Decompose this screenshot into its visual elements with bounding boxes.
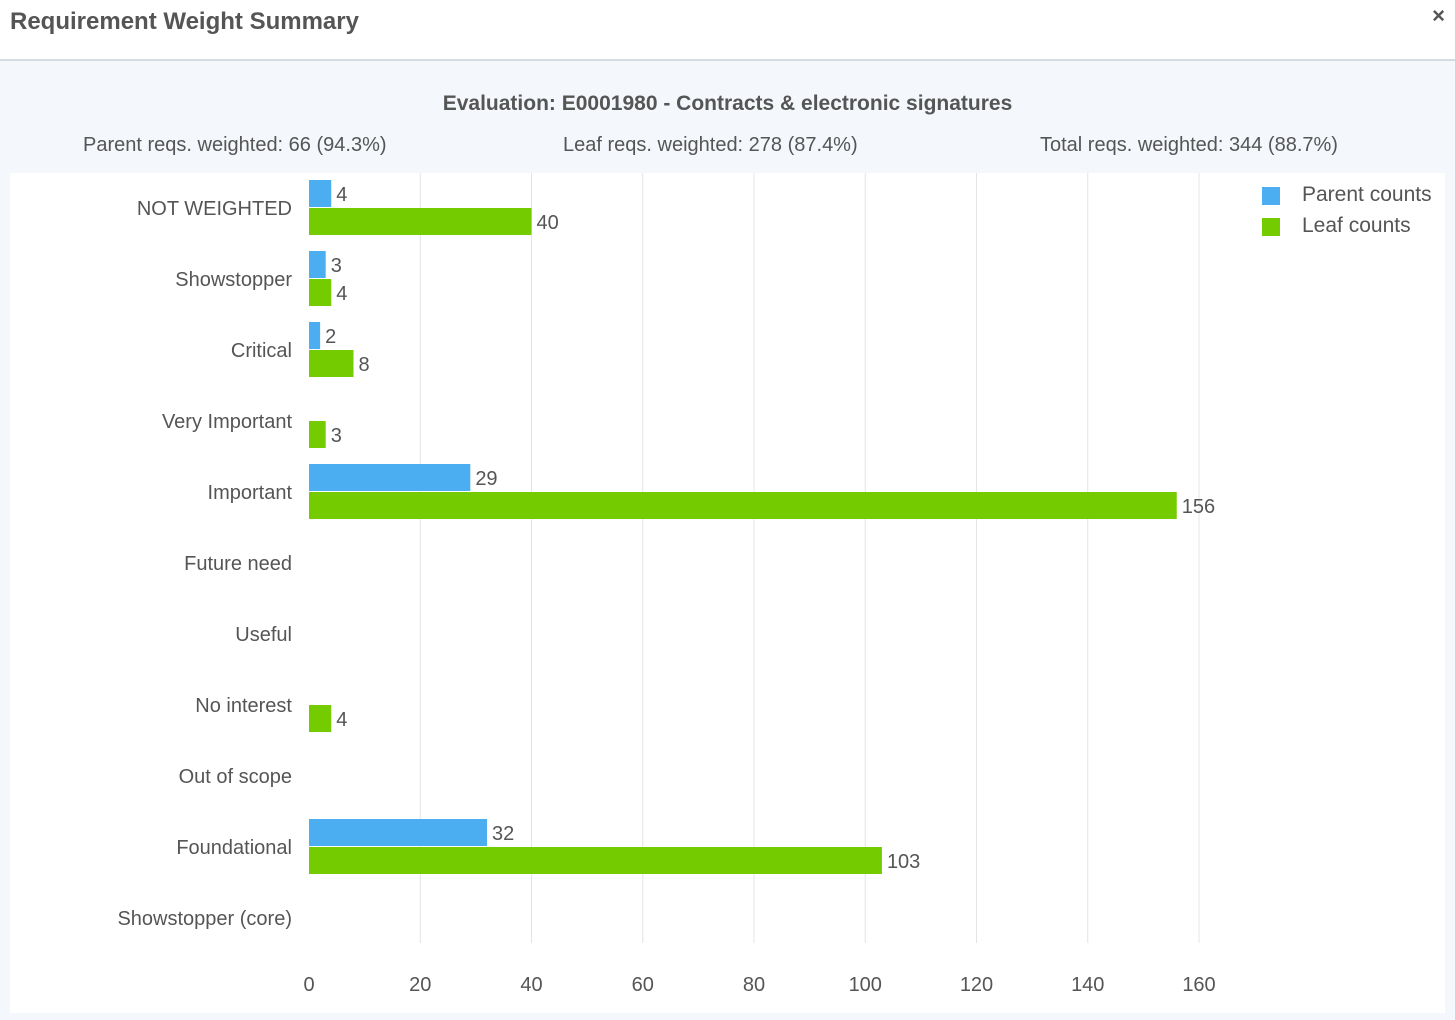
- chart-area: 0 20 40 60 80 100 120 140 160 NOT WEIGHTED 4 40 Show…: [10, 173, 1445, 1013]
- y-category-label: Showstopper: [175, 269, 292, 291]
- parent-count-bar: [309, 180, 332, 207]
- y-category-label: Useful: [235, 624, 292, 646]
- y-category-label: Critical: [231, 340, 292, 362]
- x-tick-label: 60: [632, 974, 654, 996]
- dialog-header: Requirement Weight Summary ×: [0, 0, 1455, 61]
- y-category-label: Very Important: [162, 411, 293, 433]
- y-category-label: Showstopper (core): [117, 908, 292, 930]
- x-tick-label: 100: [849, 974, 882, 996]
- legend-label: Leaf counts: [1302, 214, 1411, 237]
- data-label: 103: [887, 851, 920, 873]
- x-tick-label: 80: [743, 974, 765, 996]
- leaf-count-bar: [309, 492, 1177, 519]
- dialog-title: Requirement Weight Summary: [10, 8, 359, 35]
- data-label: 156: [1182, 496, 1215, 518]
- data-label: 4: [336, 184, 347, 206]
- legend-swatch: [1262, 187, 1280, 205]
- data-label: 4: [336, 709, 347, 731]
- data-label: 3: [331, 425, 342, 447]
- x-tick-label: 160: [1182, 974, 1215, 996]
- parent-count-bar: [309, 322, 321, 349]
- x-tick-label: 0: [303, 974, 314, 996]
- close-icon[interactable]: ×: [1432, 3, 1445, 28]
- y-category-label: Out of scope: [179, 766, 292, 788]
- x-tick-label: 20: [409, 974, 431, 996]
- data-label: 4: [336, 283, 347, 305]
- x-tick-label: 120: [960, 974, 993, 996]
- y-category-label: NOT WEIGHTED: [137, 198, 292, 220]
- leaf-weighted-stat: Leaf reqs. weighted: 278 (87.4%): [563, 134, 858, 156]
- x-tick-label: 40: [520, 974, 542, 996]
- leaf-count-bar: [309, 421, 326, 448]
- bar-chart: 0 20 40 60 80 100 120 140 160 NOT WEIGHTED 4 40 Show…: [117, 173, 1216, 996]
- total-weighted-stat: Total reqs. weighted: 344 (88.7%): [1040, 134, 1338, 156]
- legend-swatch: [1262, 218, 1280, 236]
- data-label: 32: [492, 823, 514, 845]
- y-category-label: Future need: [184, 553, 292, 575]
- parent-count-bar: [309, 464, 471, 491]
- parent-count-bar: [309, 251, 326, 278]
- y-category-label: Important: [208, 482, 293, 504]
- y-category-label: Foundational: [176, 837, 292, 859]
- leaf-count-bar: [309, 208, 532, 235]
- leaf-count-bar: [309, 279, 332, 306]
- data-label: 3: [331, 255, 342, 277]
- leaf-count-bar: [309, 350, 354, 377]
- data-label: 40: [537, 212, 559, 234]
- y-category-label: No interest: [195, 695, 292, 717]
- leaf-count-bar: [309, 705, 332, 732]
- parent-count-bar: [309, 819, 487, 846]
- dialog-body: Evaluation: E0001980 - Contracts & elect…: [0, 61, 1455, 1020]
- legend-label: Parent counts: [1302, 183, 1432, 206]
- x-tick-label: 140: [1071, 974, 1104, 996]
- data-label: 8: [359, 354, 370, 376]
- parent-weighted-stat: Parent reqs. weighted: 66 (94.3%): [83, 134, 387, 156]
- evaluation-title: Evaluation: E0001980 - Contracts & elect…: [442, 92, 1013, 115]
- data-label: 2: [325, 326, 336, 348]
- data-label: 29: [475, 468, 497, 490]
- leaf-count-bar: [309, 847, 882, 874]
